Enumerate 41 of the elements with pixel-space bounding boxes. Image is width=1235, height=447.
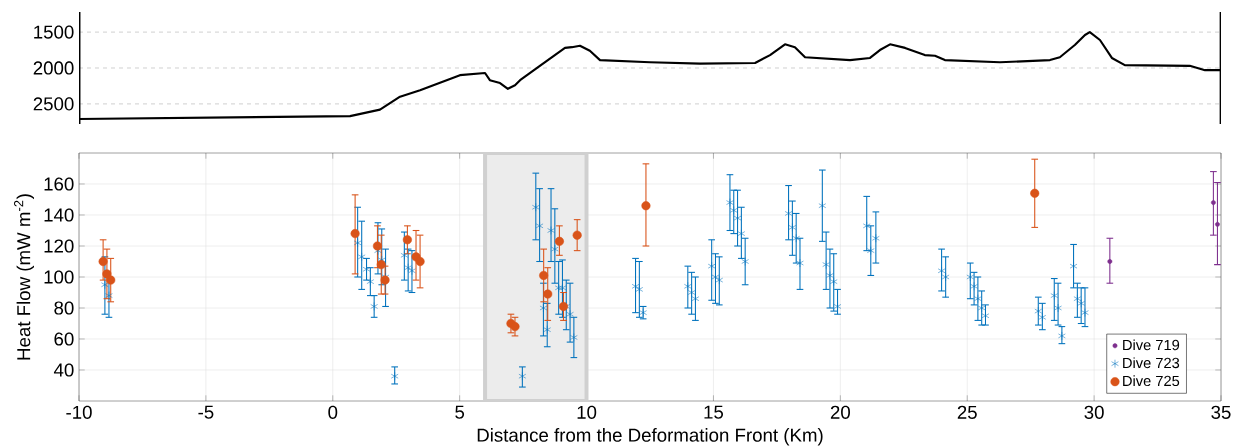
point xyxy=(1215,221,1220,227)
y-tick-label: 40 xyxy=(53,363,74,377)
y-tick-label: 100 xyxy=(44,270,74,284)
point xyxy=(1107,259,1113,264)
y-tick-label: 80 xyxy=(54,301,74,315)
y-tick-label: 120 xyxy=(44,239,74,253)
x-tick-label: 5 xyxy=(455,405,465,419)
point xyxy=(572,230,582,240)
y-tick-label: 2000 xyxy=(33,61,74,75)
x-tick-label: 30 xyxy=(1084,405,1104,419)
y-tick-label: 140 xyxy=(44,208,74,222)
point xyxy=(102,269,112,279)
point xyxy=(402,235,412,245)
point xyxy=(372,241,382,251)
x-tick-label: 25 xyxy=(957,405,977,419)
x-tick-label: 35 xyxy=(1211,405,1231,419)
x-tick-label: 20 xyxy=(830,405,850,419)
point xyxy=(1210,200,1216,205)
x-tick-label: 10 xyxy=(577,405,597,419)
x-tick-label: -10 xyxy=(66,405,92,419)
point xyxy=(539,270,549,280)
legend-label: Dive 723 xyxy=(1123,357,1180,369)
point xyxy=(543,289,553,299)
x-tick-label: 0 xyxy=(328,405,338,419)
point xyxy=(350,229,360,239)
point xyxy=(415,256,425,267)
point xyxy=(554,236,564,246)
point xyxy=(106,275,116,285)
x-tick-label: 15 xyxy=(704,405,724,419)
y-tick-label: 60 xyxy=(54,332,74,346)
x-tick-label: -5 xyxy=(198,405,214,419)
x-axis-title: Distance from the Deformation Front (Km) xyxy=(477,428,823,446)
point xyxy=(1030,188,1040,198)
y-tick-label: 1500 xyxy=(34,25,74,39)
legend-label: Dive 725 xyxy=(1123,375,1180,387)
y-tick-label: 2500 xyxy=(33,97,74,111)
point xyxy=(98,256,108,267)
point xyxy=(641,201,651,211)
y-tick-label: 160 xyxy=(44,177,74,191)
y-axis-title: Heat Flow (mW m$^{-2}$) xyxy=(14,194,34,360)
legend-label: Dive 719 xyxy=(1123,339,1180,351)
